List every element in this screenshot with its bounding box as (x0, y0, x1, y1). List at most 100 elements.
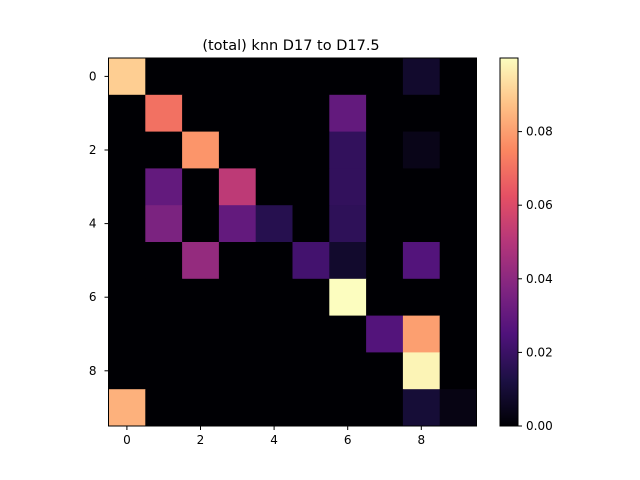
heatmap-cell (218, 94, 257, 132)
heatmap-cell (108, 278, 146, 316)
heatmap-cell (108, 242, 146, 280)
heatmap-cell (402, 58, 441, 96)
heatmap-cell (108, 168, 146, 206)
heatmap-cell (439, 131, 477, 169)
heatmap-cell (255, 58, 293, 96)
y-tick-label: 4 (89, 217, 97, 231)
heatmap-cell (366, 242, 404, 280)
x-tick-label: 0 (123, 433, 131, 447)
colorbar (499, 57, 519, 427)
heatmap-cell (218, 278, 257, 316)
heatmap-cell (182, 58, 220, 96)
heatmap-cell (366, 389, 404, 427)
heatmap-cell (182, 352, 220, 390)
heatmap-cell (439, 278, 477, 316)
heatmap-cell (145, 94, 183, 132)
colorbar-tick-label: 0.06 (526, 198, 553, 212)
x-tick-label: 6 (344, 433, 352, 447)
heatmap-cell (439, 58, 477, 96)
x-tick-label: 4 (270, 433, 278, 447)
heatmap-cell (255, 205, 293, 243)
heatmap-cell (108, 205, 146, 243)
heatmap-cell (182, 242, 220, 280)
heatmap-cell (366, 131, 404, 169)
y-tick-label: 6 (89, 290, 97, 304)
y-axis: 0 2 4 6 8 (89, 69, 109, 378)
heatmap-cell (255, 94, 293, 132)
heatmap-cell (145, 278, 183, 316)
heatmap-cell (329, 58, 367, 96)
heatmap-cell (255, 389, 293, 427)
heatmap-cell (329, 315, 367, 353)
heatmap-cell (292, 242, 330, 280)
heatmap-cell (366, 58, 404, 96)
heatmap-cell (182, 278, 220, 316)
heatmap-cell (182, 315, 220, 353)
heatmap-cell (218, 168, 257, 206)
heatmap-cell (439, 94, 477, 132)
heatmap-cell (145, 352, 183, 390)
heatmap-cell (292, 94, 330, 132)
heatmap-cell (108, 352, 146, 390)
heatmap-cell (402, 352, 441, 390)
heatmap-cell (329, 168, 367, 206)
heatmap-cell (366, 352, 404, 390)
y-tick-label: 2 (89, 143, 97, 157)
heatmap-cell (108, 94, 146, 132)
heatmap-cell (366, 94, 404, 132)
heatmap-cell (292, 205, 330, 243)
heatmap-cell (218, 315, 257, 353)
heatmap-cell (292, 278, 330, 316)
heatmap-cell (145, 315, 183, 353)
heatmap-cell (255, 352, 293, 390)
heatmap-cell (402, 315, 441, 353)
colorbar-axis: 0.00 0.02 0.04 0.06 0.08 (518, 125, 553, 433)
heatmap-cell (402, 278, 441, 316)
heatmap-cell (402, 242, 441, 280)
heatmap-cell (182, 389, 220, 427)
heatmap-cell (439, 389, 477, 427)
heatmap-cell (255, 168, 293, 206)
heatmap-cell (255, 242, 293, 280)
heatmap-cell (182, 205, 220, 243)
heatmap-cell (329, 94, 367, 132)
y-tick-label: 8 (89, 364, 97, 378)
heatmap-cell (218, 352, 257, 390)
heatmap-cell (402, 168, 441, 206)
heatmap-cell (329, 131, 367, 169)
heatmap-cell (439, 168, 477, 206)
colorbar-tick-label: 0.04 (526, 272, 553, 286)
heatmap-cell (292, 131, 330, 169)
heatmap-cell (329, 242, 367, 280)
heatmap-cell (329, 205, 367, 243)
heatmap-cell (218, 131, 257, 169)
x-axis: 0 2 4 6 8 (123, 426, 425, 447)
heatmap-cell (329, 278, 367, 316)
heatmap-cell (108, 131, 146, 169)
heatmap-cell (402, 205, 441, 243)
x-tick-label: 8 (417, 433, 425, 447)
heatmap-cell (255, 278, 293, 316)
heatmap-cell (255, 315, 293, 353)
y-tick-label: 0 (89, 69, 97, 83)
heatmap-cell (218, 389, 257, 427)
heatmap-cell (366, 205, 404, 243)
heatmap-cell (439, 205, 477, 243)
heatmap-cell (292, 168, 330, 206)
heatmap-cell (145, 58, 183, 96)
heatmap-cell (108, 315, 146, 353)
heatmap-cell (366, 315, 404, 353)
colorbar-tick-label: 0.08 (526, 125, 553, 139)
heatmap-cell (182, 168, 220, 206)
heatmap-cell (108, 389, 146, 427)
heatmap-cell (292, 352, 330, 390)
heatmap-cell (145, 205, 183, 243)
heatmap-cell (218, 205, 257, 243)
heatmap-cell (292, 315, 330, 353)
heatmap-cell (145, 168, 183, 206)
heatmap-cell (439, 352, 477, 390)
heatmap-cell (329, 352, 367, 390)
heatmap-cell (402, 131, 441, 169)
heatmap-cell (218, 242, 257, 280)
